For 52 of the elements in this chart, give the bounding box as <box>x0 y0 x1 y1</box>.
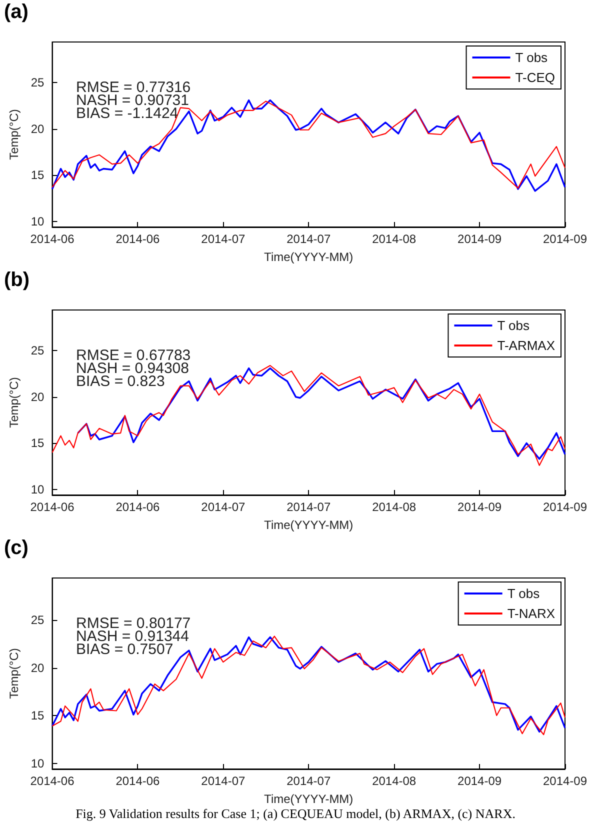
annotation: RMSE = 0.77316 NASH = 0.90731 BIAS = -1.1424 <box>76 79 191 122</box>
x-tick-label: 2014-06 <box>116 500 160 514</box>
caption: Fig. 9 Validation results for Case 1; (a) CEQUEAU model, (b) ARMAX, (c) NARX. <box>76 806 516 821</box>
chart-title: (b) <box>4 269 30 291</box>
legend-label: T obs <box>515 50 548 65</box>
x-tick-label: 2014-07 <box>286 500 331 514</box>
x-tick-label: 2014-08 <box>372 232 416 246</box>
chart-title: (a) <box>4 1 28 23</box>
x-tick-label: 2014-07 <box>201 774 246 788</box>
y-tick-label: 25 <box>30 76 45 90</box>
y-tick-label: 20 <box>30 660 45 675</box>
legend-label: T-CEQ <box>515 70 556 85</box>
x-axis-title: Time(YYYY-MM) <box>264 518 354 532</box>
x-tick-label: 2014-09 <box>458 232 502 246</box>
x-tick-label: 2014-06 <box>30 232 75 246</box>
x-tick-label: 2014-08 <box>372 774 416 788</box>
y-axis-title: Temp(°C) <box>7 648 21 699</box>
x-tick-label: 2014-07 <box>286 232 331 246</box>
x-tick-label: 2014-08 <box>372 500 416 514</box>
y-tick-label: 15 <box>30 708 45 723</box>
y-axis-title: Temp(°C) <box>7 109 21 160</box>
y-tick-label: 25 <box>30 344 45 358</box>
y-tick-label: 25 <box>30 613 45 628</box>
x-tick-label: 2014-07 <box>201 232 246 246</box>
y-tick-label: 10 <box>30 214 45 228</box>
x-axis-title: Time(YYYY-MM) <box>264 250 354 264</box>
y-tick-label: 10 <box>30 482 45 496</box>
legend-label: T-ARMAX <box>497 338 556 353</box>
x-tick-label: 2014-09 <box>542 500 588 514</box>
y-tick-label: 20 <box>30 390 45 404</box>
annotation: RMSE = 0.67783 NASH = 0.94308 BIAS = 0.823 <box>76 347 191 390</box>
y-tick-label: 10 <box>30 756 45 770</box>
legend-label: T obs <box>507 586 540 601</box>
x-tick-label: 2014-07 <box>201 500 246 514</box>
y-tick-label: 15 <box>30 168 45 182</box>
x-tick-label: 2014-09 <box>458 774 502 788</box>
y-tick-label: 20 <box>30 122 45 136</box>
y-tick-label: 15 <box>30 436 45 450</box>
chart-title: (c) <box>4 537 28 559</box>
x-tick-label: 2014-06 <box>116 774 160 788</box>
legend-label: T-NARX <box>507 606 556 621</box>
legend-label: T obs <box>497 318 530 333</box>
annotation: RMSE = 0.80177 NASH = 0.91344 BIAS = 0.7507 <box>76 615 191 658</box>
x-axis-title: Time(YYYY-MM) <box>264 792 354 806</box>
x-tick-label: 2014-06 <box>30 774 75 788</box>
x-tick-label: 2014-09 <box>542 232 588 246</box>
y-axis-title: Temp(°C) <box>7 377 21 428</box>
x-tick-label: 2014-06 <box>116 232 160 246</box>
x-tick-label: 2014-07 <box>286 774 331 788</box>
x-tick-label: 2014-09 <box>458 500 502 514</box>
x-tick-label: 2014-06 <box>30 500 75 514</box>
x-tick-label: 2014-09 <box>542 774 588 788</box>
